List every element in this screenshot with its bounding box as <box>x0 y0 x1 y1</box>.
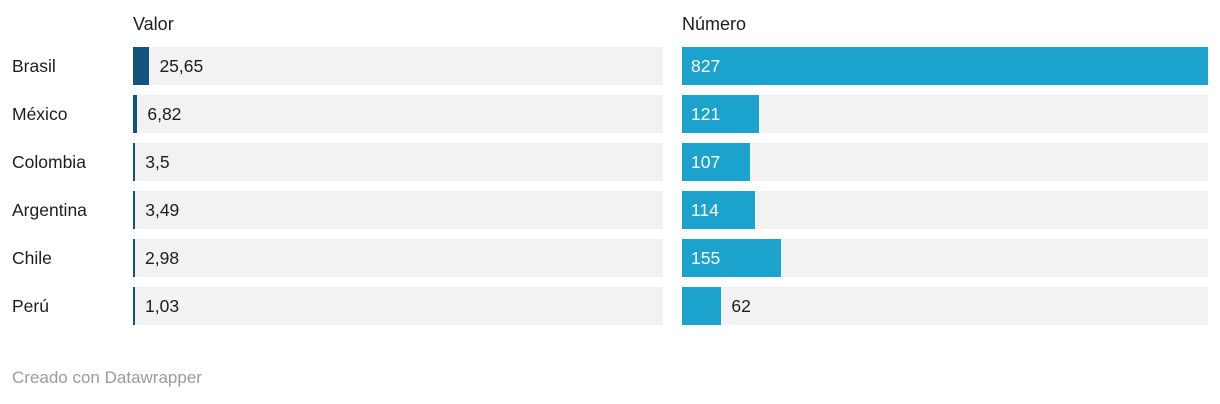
table-row: Brasil 25,65 827 <box>0 47 1220 95</box>
valor-value-label: 6,82 <box>147 104 182 124</box>
valor-bar <box>133 47 150 85</box>
numero-value-label: 107 <box>691 152 721 172</box>
numero-bar-track: 121 <box>682 95 1208 133</box>
valor-column-header: Valor <box>133 14 174 34</box>
valor-bar-track: 1,03 <box>133 287 663 325</box>
numero-bar <box>682 191 755 229</box>
table-row: Argentina 3,49 114 <box>0 191 1220 239</box>
valor-bar-track: 3,5 <box>133 143 663 181</box>
country-label: Chile <box>12 248 52 268</box>
numero-bar-track: 155 <box>682 239 1208 277</box>
numero-bar-track: 107 <box>682 143 1208 181</box>
valor-value-label: 3,5 <box>145 152 170 172</box>
numero-value-label: 155 <box>691 248 721 268</box>
numero-value-label: 121 <box>691 104 721 124</box>
numero-bar-track: 827 <box>682 47 1208 85</box>
country-label: Brasil <box>12 56 56 76</box>
table-row: México 6,82 121 <box>0 95 1220 143</box>
numero-value-label: 114 <box>691 200 719 220</box>
numero-bar <box>682 287 722 325</box>
table-row: Colombia 3,5 107 <box>0 143 1220 191</box>
valor-bar-track: 3,49 <box>133 191 663 229</box>
valor-value-label: 3,49 <box>145 200 180 220</box>
valor-bar <box>133 143 136 181</box>
valor-bar-track: 25,65 <box>133 47 663 85</box>
numero-bar <box>682 143 751 181</box>
numero-value-label: 62 <box>731 296 751 316</box>
table-row: Chile 2,98 155 <box>0 239 1220 287</box>
valor-bar-track: 6,82 <box>133 95 663 133</box>
numero-bar <box>682 47 1208 85</box>
valor-bar <box>133 287 135 325</box>
datawrapper-attribution-link[interactable]: Creado con Datawrapper <box>12 368 202 387</box>
valor-bar-track: 2,98 <box>133 239 663 277</box>
numero-bar <box>682 95 759 133</box>
country-label: Argentina <box>12 200 87 220</box>
country-label: Perú <box>12 296 49 316</box>
country-label: México <box>12 104 68 124</box>
numero-bar-track: 114 <box>682 191 1208 229</box>
numero-column-header: Número <box>682 14 747 34</box>
valor-value-label: 1,03 <box>145 296 180 316</box>
valor-value-label: 25,65 <box>159 56 204 76</box>
numero-bar <box>682 239 781 277</box>
valor-bar <box>133 191 136 229</box>
table-row: Perú 1,03 62 <box>0 287 1220 335</box>
rows: Brasil 25,65 827 México 6,82 121 Colombi… <box>0 47 1220 335</box>
valor-value-label: 2,98 <box>145 248 180 268</box>
numero-value-label: 827 <box>691 56 721 76</box>
valor-bar <box>133 239 135 277</box>
valor-bar <box>133 95 138 133</box>
country-label: Colombia <box>12 152 86 172</box>
numero-bar-track: 62 <box>682 287 1208 325</box>
